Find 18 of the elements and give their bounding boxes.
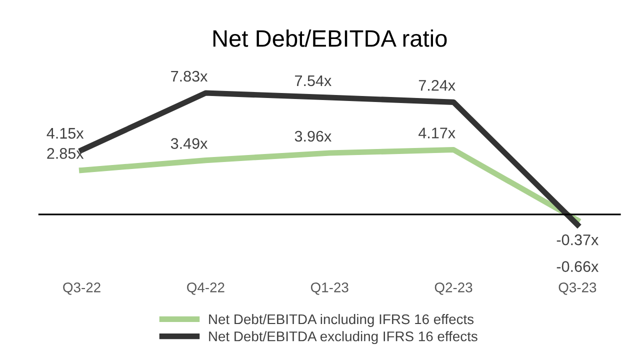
data-label: 4.17x xyxy=(418,128,456,138)
data-label: -0.37x xyxy=(556,234,598,246)
data-label: 2.85x xyxy=(47,148,84,159)
data-label: 3.96x xyxy=(294,130,332,142)
x-tick-label: Q2-23 xyxy=(434,282,472,295)
x-tick-label: Q3-22 xyxy=(63,282,100,295)
data-label: 3.49x xyxy=(170,138,208,149)
chart-title: Net Debt/EBITDA ratio xyxy=(213,30,447,47)
x-tick-label: Q4-22 xyxy=(187,282,224,295)
data-label: -0.66x xyxy=(556,261,598,272)
legend-label: Net Debt/EBITDA excluding IFRS 16 effects xyxy=(209,331,478,344)
data-label: 7.83x xyxy=(171,70,208,82)
data-label: 4.15x xyxy=(46,128,84,139)
data-label: 7.54x xyxy=(295,75,332,86)
data-label: 7.24x xyxy=(418,80,456,91)
legend-label: Net Debt/EBITDA including IFRS 16 effects xyxy=(209,314,474,327)
x-tick-label: Q3-23 xyxy=(558,282,596,295)
x-tick-label: Q1-23 xyxy=(310,282,348,295)
